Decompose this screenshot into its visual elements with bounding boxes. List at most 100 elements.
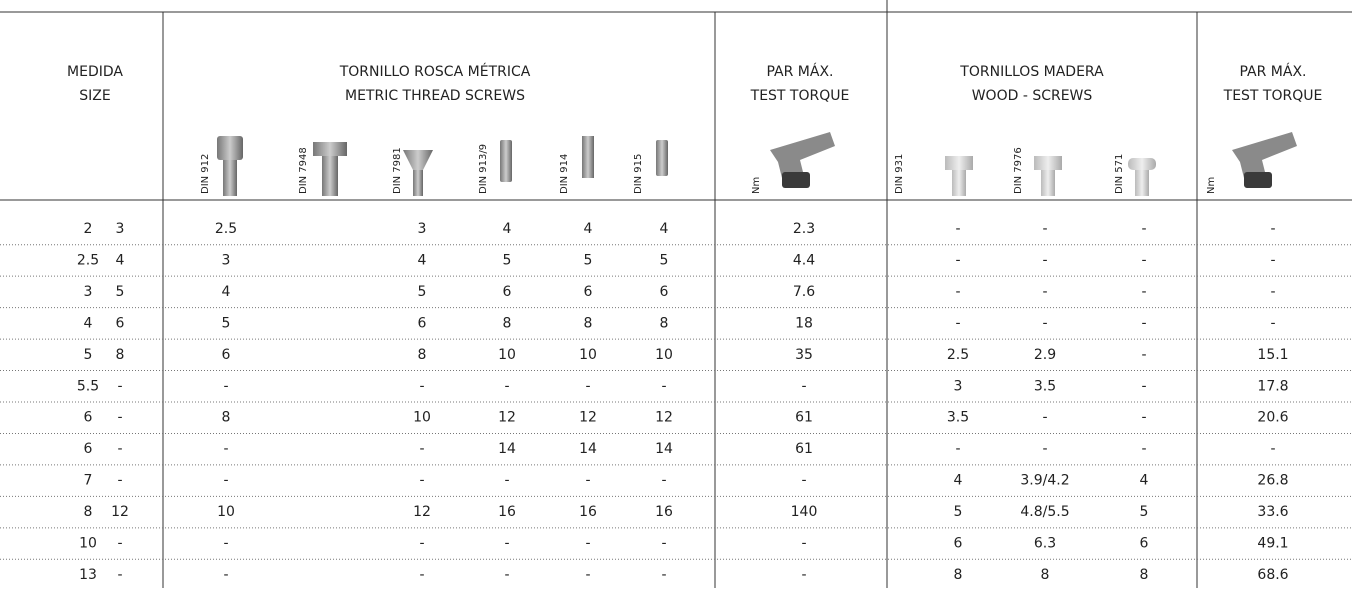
- cell: 12: [413, 504, 431, 520]
- cell: 5: [503, 252, 512, 268]
- header-text: MEDIDA: [67, 64, 123, 80]
- cell: -: [1270, 441, 1275, 457]
- cell: -: [117, 567, 122, 583]
- cell: 4.4: [793, 252, 815, 268]
- cell: -: [1141, 378, 1146, 394]
- cell: 14: [579, 441, 597, 457]
- cell: 16: [579, 504, 597, 520]
- cell: -: [419, 473, 424, 489]
- cell: -: [223, 567, 228, 583]
- cell: -: [661, 473, 666, 489]
- column-label: DIN 7976: [1013, 147, 1024, 194]
- cell: 26.8: [1257, 473, 1288, 489]
- cell: 8: [660, 315, 669, 331]
- cell: 10: [498, 347, 516, 363]
- cell: -: [1270, 221, 1275, 237]
- cell: 12: [579, 410, 597, 426]
- cell: 6: [222, 347, 231, 363]
- cell: 20.6: [1257, 410, 1288, 426]
- cell: -: [1042, 441, 1047, 457]
- cell: 10: [579, 347, 597, 363]
- cell: 2.9: [1034, 347, 1056, 363]
- cell: 61: [795, 441, 813, 457]
- cell: 6: [116, 315, 125, 331]
- cell: -: [585, 536, 590, 552]
- cell: 6: [503, 284, 512, 300]
- cell: -: [419, 441, 424, 457]
- cell: -: [955, 315, 960, 331]
- cell: -: [1270, 284, 1275, 300]
- cell: 8: [222, 410, 231, 426]
- cell: 4: [660, 221, 669, 237]
- column-label: DIN 571: [1114, 154, 1125, 194]
- cell: 5: [954, 504, 963, 520]
- cell: 5: [418, 284, 427, 300]
- cell: -: [223, 378, 228, 394]
- cell: 6.3: [1034, 536, 1056, 552]
- cell: 8: [503, 315, 512, 331]
- cell: 12: [655, 410, 673, 426]
- cell: -: [223, 473, 228, 489]
- cell: 14: [655, 441, 673, 457]
- screw-icons: [217, 136, 1156, 196]
- header-text: TORNILLOS MADERA: [959, 64, 1104, 80]
- cell: 3: [954, 378, 963, 394]
- cell: 2: [84, 221, 93, 237]
- cell: 4: [418, 252, 427, 268]
- cell: 17.8: [1257, 378, 1288, 394]
- cell: -: [1042, 252, 1047, 268]
- cell: 5: [84, 347, 93, 363]
- column-label: DIN 7948: [298, 147, 309, 194]
- cell: -: [504, 378, 509, 394]
- cell: -: [1141, 410, 1146, 426]
- cell: 3: [418, 221, 427, 237]
- header-text: PAR MÁX.: [1240, 63, 1307, 80]
- cell: 8: [1140, 567, 1149, 583]
- cell: 12: [111, 504, 129, 520]
- cell: -: [801, 378, 806, 394]
- cell: -: [1042, 284, 1047, 300]
- cell: 6: [1140, 536, 1149, 552]
- cell: -: [223, 536, 228, 552]
- cell: -: [1141, 284, 1146, 300]
- cell: -: [223, 441, 228, 457]
- cell: -: [1042, 410, 1047, 426]
- column-label: Nm: [1206, 177, 1217, 194]
- cell: -: [955, 441, 960, 457]
- cell: 10: [413, 410, 431, 426]
- cell: -: [1042, 315, 1047, 331]
- cell: -: [661, 567, 666, 583]
- cell: -: [117, 378, 122, 394]
- cell: 61: [795, 410, 813, 426]
- cell: -: [661, 536, 666, 552]
- cell: 5.5: [77, 378, 99, 394]
- cell: 4: [503, 221, 512, 237]
- cell: -: [1141, 441, 1146, 457]
- cell: 3: [116, 221, 125, 237]
- cell: 8: [1041, 567, 1050, 583]
- cell: -: [419, 567, 424, 583]
- cell: 10: [79, 536, 97, 552]
- cell: -: [661, 378, 666, 394]
- cell: 7: [84, 473, 93, 489]
- cell: 3.5: [1034, 378, 1056, 394]
- cell: -: [504, 567, 509, 583]
- cell: 4.8/5.5: [1020, 504, 1069, 520]
- cell: 8: [84, 504, 93, 520]
- cell: 5: [1140, 504, 1149, 520]
- cell: -: [419, 536, 424, 552]
- cell: 14: [498, 441, 516, 457]
- cell: 3.5: [947, 410, 969, 426]
- header-text: METRIC THREAD SCREWS: [345, 88, 525, 104]
- header-text: TEST TORQUE: [1223, 88, 1323, 104]
- cell: 3: [84, 284, 93, 300]
- cell: -: [585, 567, 590, 583]
- cell: 8: [954, 567, 963, 583]
- cell: -: [955, 221, 960, 237]
- cell: -: [955, 252, 960, 268]
- cell: 4: [584, 221, 593, 237]
- header-text: TORNILLO ROSCA MÉTRICA: [339, 63, 531, 80]
- header-text: WOOD - SCREWS: [972, 88, 1093, 104]
- cell: 4: [222, 284, 231, 300]
